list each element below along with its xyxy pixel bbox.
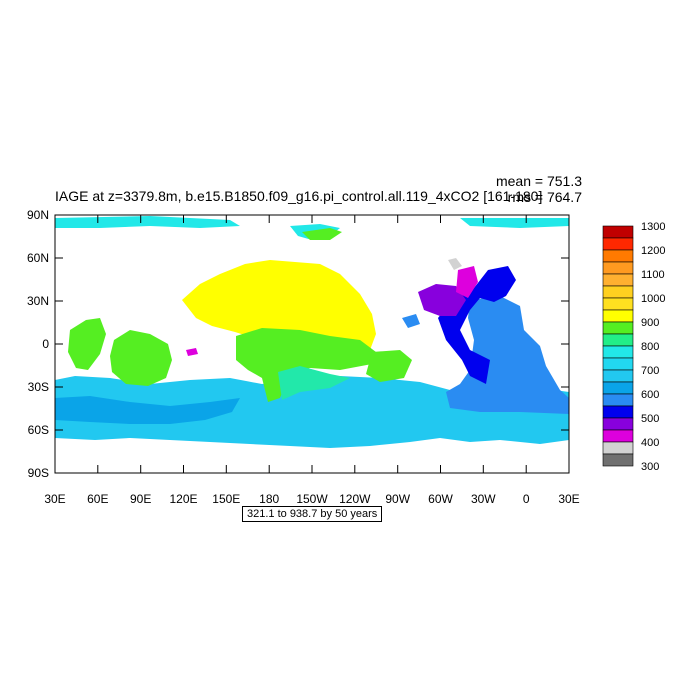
colorbar-swatch (602, 309, 634, 323)
colorbar-label: 1100 (641, 269, 665, 281)
lat-label: 60N (26, 251, 49, 265)
colorbar-swatch (602, 237, 634, 251)
colorbar-swatch (602, 381, 634, 395)
colorbar-swatch (602, 441, 634, 455)
colorbar-swatch (602, 273, 634, 287)
lat-label: 90N (26, 208, 49, 222)
stats-box: mean = 751.3 rms = 764.7 (470, 173, 582, 205)
colorbar-swatch (602, 345, 634, 359)
colorbar-label: 400 (641, 437, 660, 449)
colorbar-label: 900 (641, 317, 660, 329)
colorbar-swatch (602, 261, 634, 275)
southern-ocean-region (55, 376, 569, 448)
med-blue-patch (402, 314, 420, 328)
colorbar (602, 225, 634, 467)
arabian-sea-region (68, 318, 106, 370)
colorbar-label: 800 (641, 341, 660, 353)
lon-label: 90W (385, 492, 411, 506)
atlantic-region (446, 296, 569, 414)
arctic-region (55, 216, 240, 228)
colorbar-swatch (602, 369, 634, 383)
colorbar-label: 500 (641, 413, 660, 425)
colorbar-swatch (602, 393, 634, 407)
ocean-field (55, 216, 569, 448)
colorbar-label: 700 (641, 365, 660, 377)
equatorial-pacific-region (236, 328, 376, 402)
southern-ocean-deep (55, 396, 240, 424)
colorbar-label: 600 (641, 389, 660, 401)
arctic-region-east (460, 218, 569, 228)
lon-label: 180 (259, 492, 280, 506)
colorbar-swatch (602, 429, 634, 443)
lon-label: 150W (296, 492, 328, 506)
colorbar-swatch (602, 285, 634, 299)
lat-label: 90S (27, 466, 49, 480)
lon-label: 90E (130, 492, 152, 506)
lon-label: 120E (169, 492, 198, 506)
colorbar-swatch (602, 357, 634, 371)
colorbar-swatch (602, 405, 634, 419)
indo-magenta-patch (186, 348, 198, 356)
colorbar-label: 300 (641, 461, 660, 473)
colorbar-swatch (602, 417, 634, 431)
colorbar-label: 1000 (641, 293, 666, 305)
lon-label: 120W (339, 492, 371, 506)
lon-label: 30E (558, 492, 580, 506)
south-pacific-teal (278, 366, 350, 400)
rms-value: rms = 764.7 (507, 189, 582, 205)
colorbar-swatch (602, 297, 634, 311)
east-pacific-patch (366, 350, 412, 382)
colorbar-swatch (602, 249, 634, 263)
lon-label: 30W (470, 492, 496, 506)
lon-label: 30E (44, 492, 66, 506)
lat-label: 0 (42, 337, 49, 351)
lat-label: 30N (26, 294, 49, 308)
colorbar-label: 1300 (641, 221, 666, 233)
lat-ticks (55, 214, 569, 474)
colorbar-swatch (602, 225, 634, 239)
lon-ticks (54, 215, 570, 473)
north-pacific-region (182, 260, 376, 356)
mean-value: mean = 751.3 (495, 173, 582, 189)
greenland-sea-region (456, 266, 478, 298)
plot-title: IAGE at z=3379.8m, b.e15.B1850.f09_g16.p… (55, 188, 543, 204)
colorbar-swatch (602, 333, 634, 347)
lon-label: 60E (87, 492, 109, 506)
north-atlantic-deep-region (438, 266, 516, 384)
lon-label: 150E (212, 492, 241, 506)
arctic-green-patch (302, 228, 342, 240)
indian-ocean-region (110, 330, 172, 386)
lon-label: 0 (522, 492, 530, 506)
colorbar-swatch (602, 453, 634, 467)
colorbar-swatch (602, 321, 634, 335)
lat-label: 60S (27, 423, 49, 437)
contour-caption: 321.1 to 938.7 by 50 years (242, 506, 383, 522)
lat-label: 30S (27, 380, 49, 394)
labrador-sea-region (418, 284, 466, 316)
lon-label: 60W (428, 492, 453, 506)
colorbar-label: 1200 (641, 245, 666, 257)
greenland-grey-region (448, 258, 462, 270)
